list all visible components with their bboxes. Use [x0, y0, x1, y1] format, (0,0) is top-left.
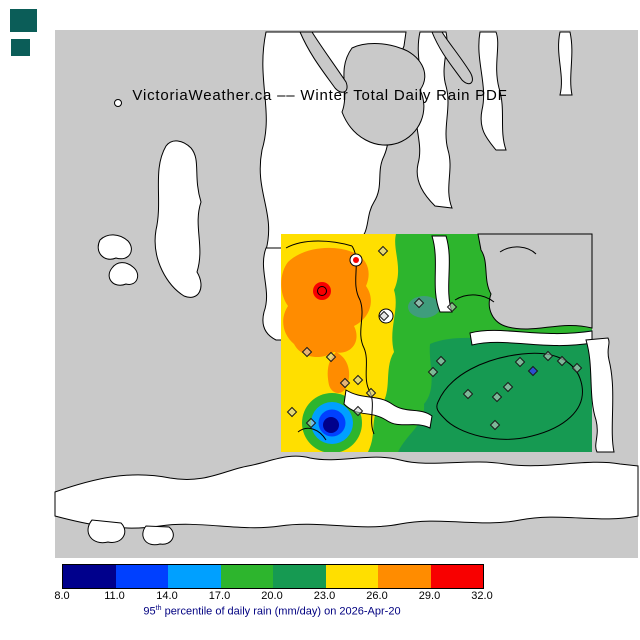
station-marker: [462, 388, 474, 400]
colorbar-swatches: [63, 565, 483, 588]
station-marker: [317, 286, 327, 296]
station-marker: [286, 406, 298, 418]
caption-sup: th: [155, 605, 162, 612]
station-marker: [502, 381, 514, 393]
island-north: [341, 43, 426, 146]
station-marker: [378, 310, 390, 322]
station-marker: [365, 387, 377, 399]
map-title: VictoriaWeather.ca –– Winter Total Daily…: [132, 87, 508, 104]
colorbar-swatch: [378, 565, 431, 588]
colorbar-swatch: [430, 565, 483, 588]
colorbar-swatch: [115, 565, 168, 588]
field-smudge: [408, 296, 440, 318]
inlet-northeast-1: [478, 31, 507, 151]
station-marker: [377, 245, 389, 257]
channel-east: [585, 337, 615, 453]
colorbar-tick: 20.0: [261, 590, 283, 602]
colorbar-tick: 26.0: [366, 590, 388, 602]
island-saltspring: [477, 233, 593, 330]
inlet-northeast-2: [558, 31, 573, 96]
colorbar-tick: 17.0: [208, 590, 231, 602]
station-marker: [514, 356, 526, 368]
inlet-saanich: [262, 247, 286, 341]
station-marker: [305, 417, 317, 429]
station-marker: [313, 282, 331, 300]
channel-sidney: [431, 235, 453, 313]
station-marker: [413, 297, 425, 309]
colorbar-tick: 32.0: [471, 590, 493, 602]
field-low-navy: [323, 417, 339, 433]
station-marker: [556, 355, 568, 367]
colorbar-tick: 29.0: [418, 590, 441, 602]
colorbar-tick: 11.0: [104, 590, 125, 602]
station-marker: [427, 366, 439, 378]
channel-haro: [343, 389, 433, 429]
colorbar-tick: 23.0: [313, 590, 336, 602]
caption-prefix: 95: [143, 605, 156, 618]
coastline-squiggle-2: [499, 246, 537, 255]
colorbar-ticks: 8.0 11.0 14.0 17.0 20.0 23.0 26.0 29.0 32.0: [54, 590, 492, 603]
station-marker: [353, 257, 359, 263]
coastline-squiggle-1: [454, 294, 495, 303]
field-seagreen-region: [398, 330, 592, 452]
coastline-peninsula-east: [351, 245, 375, 435]
coastline-big-island: [436, 352, 583, 440]
station-marker: [339, 377, 351, 389]
station-marker: [527, 365, 539, 377]
station-marker: [489, 419, 501, 431]
lake-small: [114, 99, 122, 107]
colorbar-swatch: [220, 565, 273, 588]
station-marker: [571, 362, 583, 374]
coastline-peninsula-north: [285, 240, 353, 249]
colorbar-swatch: [325, 565, 378, 588]
corner-box-2: [11, 39, 30, 56]
strait-juan-de-fuca: [54, 455, 639, 529]
station-marker: [435, 355, 447, 367]
field-orange-blob: [281, 247, 371, 358]
colorbar-swatch: [63, 565, 116, 588]
bay-southwest-2: [142, 525, 174, 546]
colorbar: [62, 564, 484, 589]
station-marker: [542, 350, 554, 362]
station-marker: [491, 391, 503, 403]
colorbar-tick: 14.0: [156, 590, 178, 602]
lake-west-2: [108, 262, 139, 286]
station-marker: [352, 374, 364, 386]
colorbar-swatch: [168, 565, 221, 588]
island-sliver-east: [431, 31, 473, 85]
colorbar-caption: 95th percentile of daily rain (mm/day) o…: [62, 605, 482, 618]
lake-west-1: [97, 234, 132, 260]
station-marker: [352, 405, 364, 417]
corner-box-1: [10, 9, 37, 32]
colorbar-tick: 8.0: [54, 590, 70, 602]
island-sliver-west: [299, 31, 348, 93]
station-marker: [446, 301, 458, 313]
station-markers: [286, 245, 583, 431]
colorbar-swatch: [273, 565, 326, 588]
caption-rest: percentile of daily rain (mm/day) on 202…: [161, 605, 401, 618]
coastline-squiggle-3: [297, 427, 327, 441]
station-marker: [325, 351, 337, 363]
bay-southwest-1: [87, 519, 126, 544]
inlet-west: [154, 140, 202, 298]
station-marker: [301, 346, 313, 358]
